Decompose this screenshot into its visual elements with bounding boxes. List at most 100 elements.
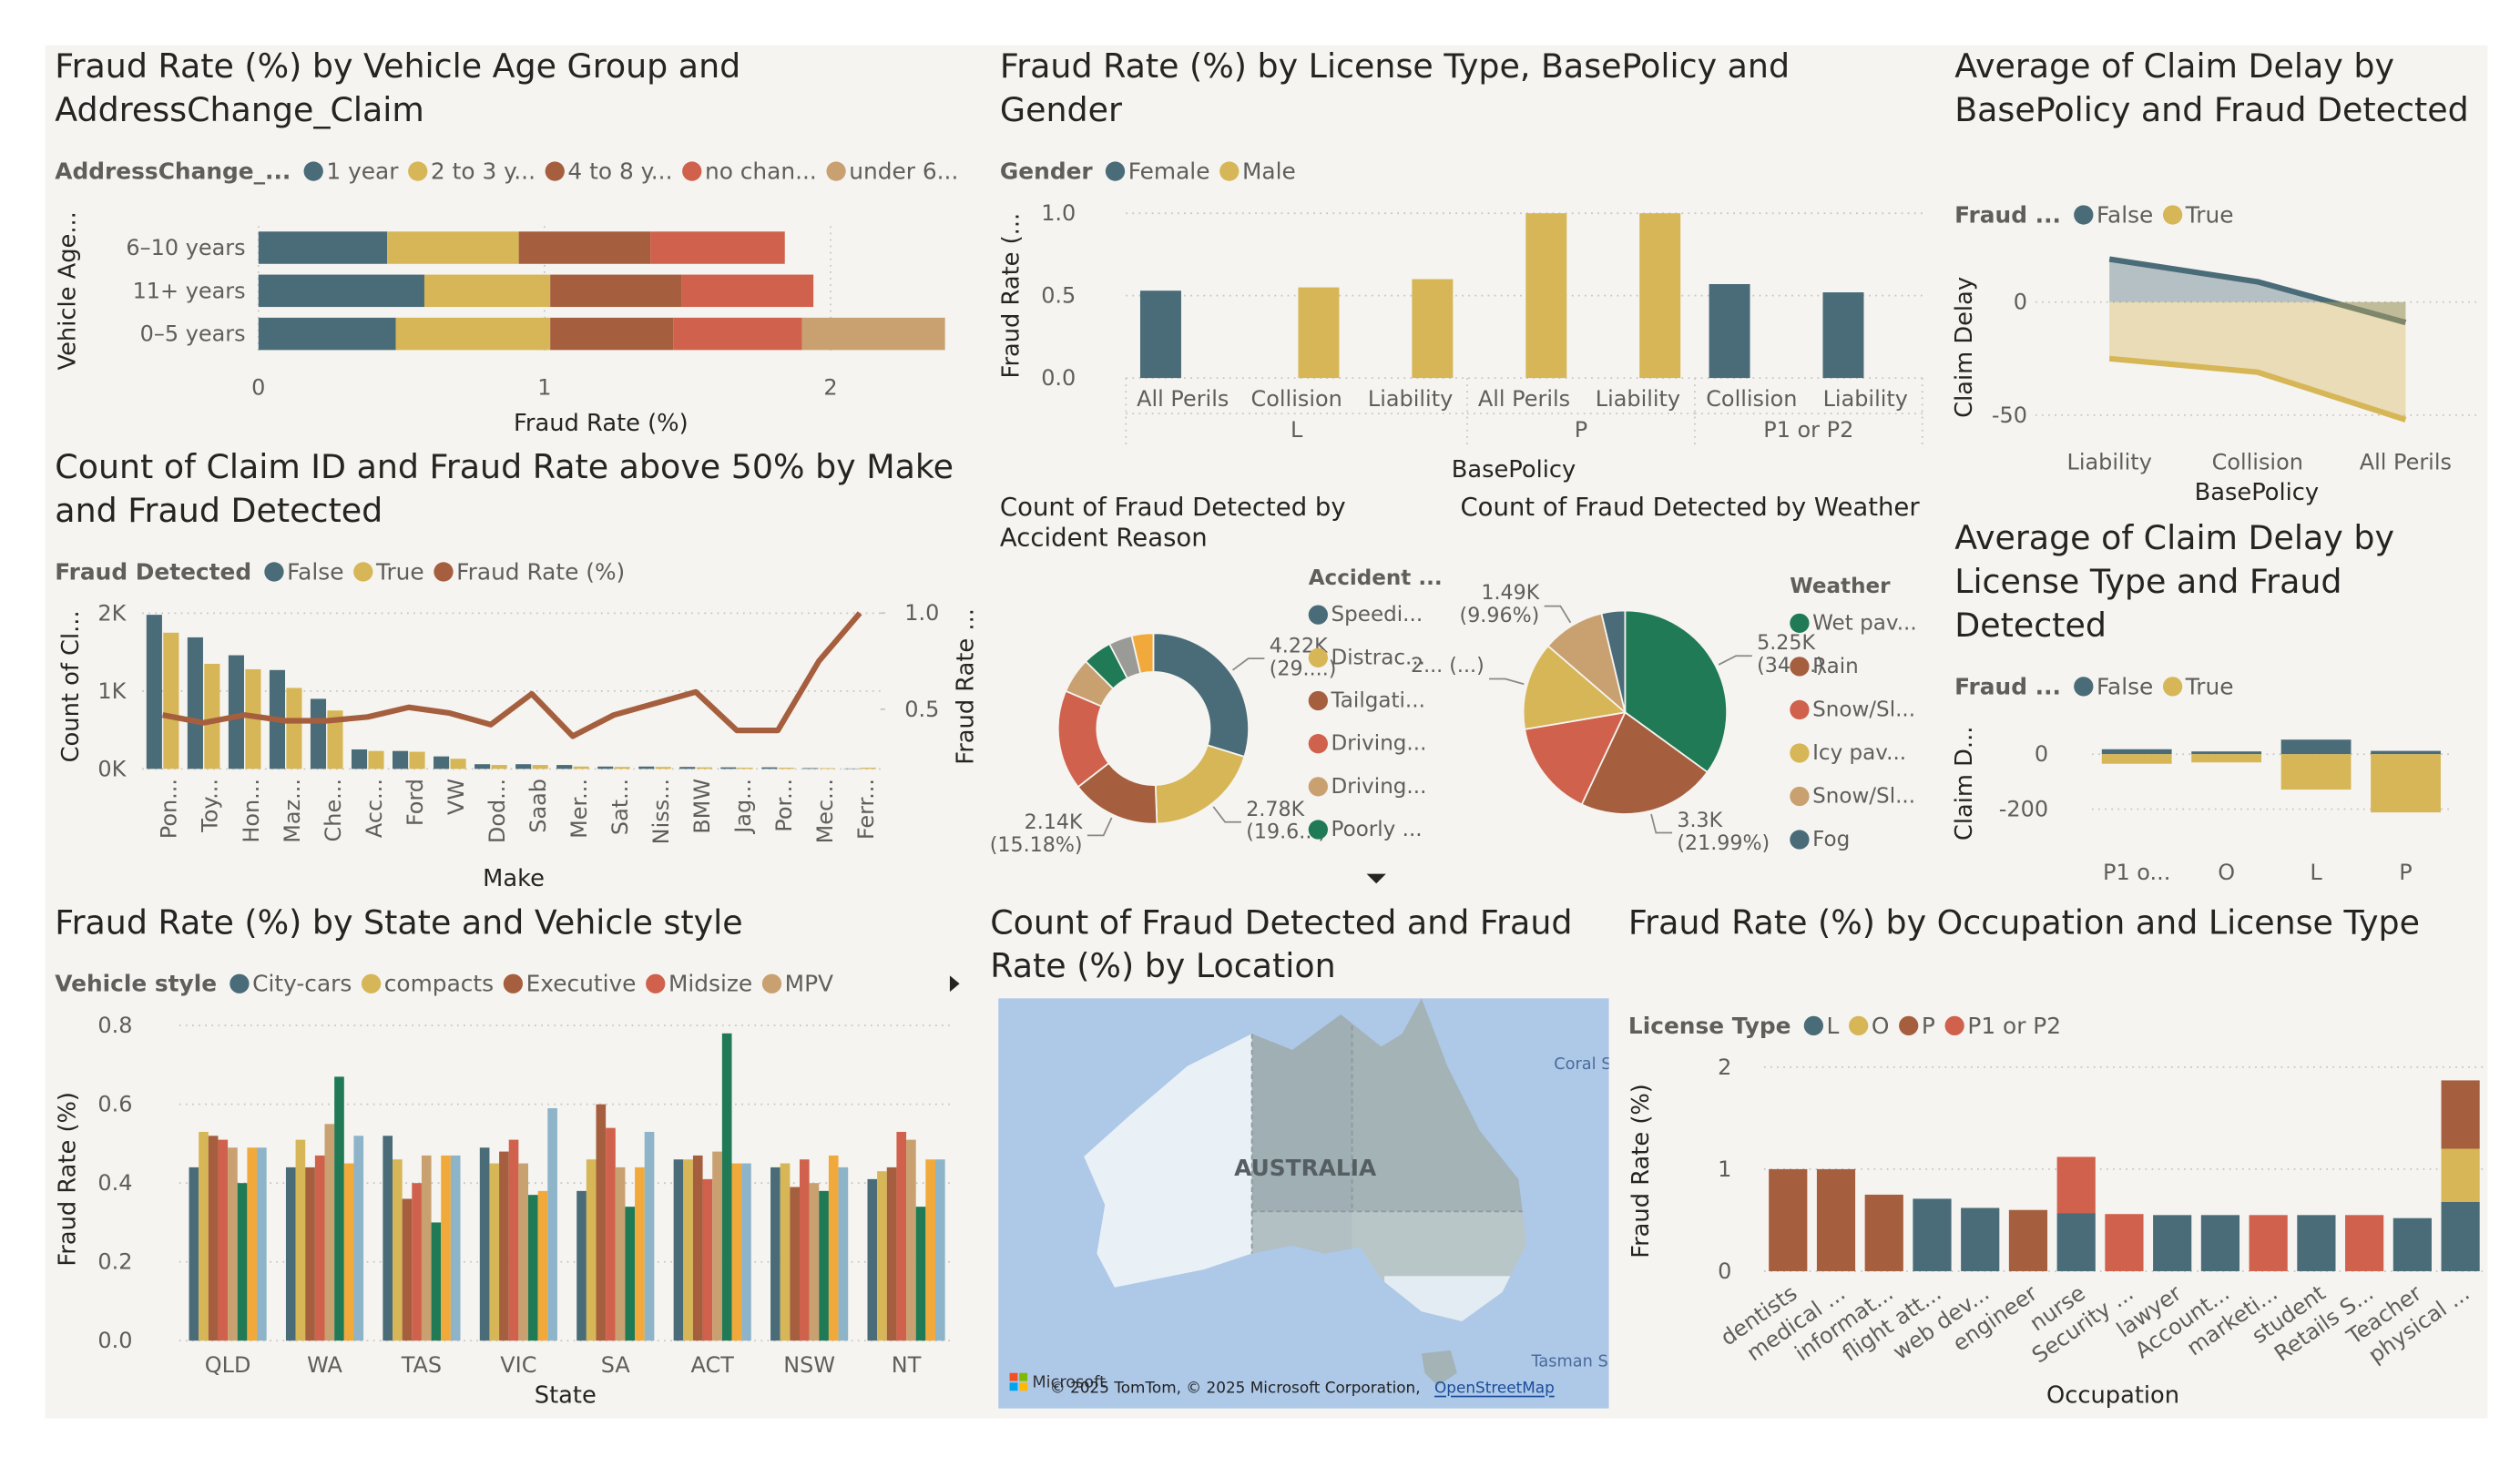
x-tick-label: Ferr... (853, 779, 879, 840)
bar (712, 1151, 722, 1341)
x-tick-label: Hon... (239, 779, 264, 843)
data-label-box: 5.25K (34....) (1757, 632, 1824, 677)
bar (692, 1155, 703, 1341)
legend-label: 4 to 8 y... (567, 158, 672, 185)
bar (286, 688, 302, 769)
bar (2191, 751, 2262, 755)
x-tick-label: Niss... (648, 779, 674, 844)
bar (934, 1159, 945, 1341)
bar (1769, 1168, 1808, 1271)
bar (204, 663, 220, 769)
bar (737, 768, 753, 769)
y-axis-label: Claim Delay (1951, 277, 1978, 418)
x-tick-label: BMW (689, 779, 715, 834)
x-tick-label: Maz... (280, 779, 305, 843)
x-tick-label: VIC (500, 1352, 536, 1378)
legend-marker (1308, 690, 1328, 711)
legend-marker (646, 973, 666, 993)
y-tick-label: 0.5 (1041, 283, 1076, 309)
bar (1412, 279, 1454, 379)
bar (423, 274, 551, 308)
legend-marker (682, 161, 702, 181)
bar (450, 1155, 461, 1341)
bar (324, 1124, 335, 1341)
bar (614, 767, 630, 769)
legend-scroll-down[interactable] (1366, 873, 1386, 884)
bar (395, 317, 551, 351)
y-axis-label: Fraud Rate (... (997, 213, 1025, 379)
bar (285, 1167, 296, 1341)
bar (1864, 1194, 1903, 1271)
chart-title: Count of Fraud Detected by Accident Reas… (999, 493, 1346, 553)
legend-title: Weather (1790, 575, 1891, 598)
bar (2056, 1213, 2096, 1271)
x-axis-label: Make (483, 865, 545, 892)
bar (681, 274, 814, 308)
legend-title: Fraud Detected (55, 558, 251, 585)
data-label-box: 2... (...) (1411, 655, 1484, 677)
bar (387, 231, 519, 264)
x-tick-label: O (2218, 860, 2235, 885)
bar (586, 1159, 597, 1341)
map-attribution-link[interactable]: OpenStreetMap (1434, 1379, 1555, 1397)
bar (720, 767, 737, 769)
bar (2008, 1209, 2048, 1271)
bar (515, 764, 532, 769)
bar (1709, 283, 1750, 379)
leader-line (1232, 657, 1265, 671)
legend-scroll-right[interactable] (949, 975, 960, 993)
bar (638, 766, 655, 769)
bar (2153, 1215, 2192, 1271)
bar (828, 1155, 839, 1341)
x-axis-label: Fraud Rate (%) (514, 410, 689, 437)
bar (421, 1155, 432, 1341)
line (2108, 355, 2407, 423)
x-tick-label: Sat... (607, 779, 633, 835)
y-axis-label: Count of Cl... (57, 610, 85, 762)
legend-label: Male (1242, 158, 1296, 185)
x-tick-label: SA (601, 1352, 631, 1378)
chart-title: Fraud Rate (%) by Vehicle Age Group and … (55, 46, 741, 129)
y-axis-label: Fraud Rate (%) (1627, 1084, 1655, 1258)
slice (1600, 609, 1627, 713)
x-tick-label: Liability (1823, 386, 1908, 412)
x-tick-label: L (2310, 860, 2322, 885)
slice (1522, 644, 1627, 730)
map-sea-label: Tasman S (1530, 1352, 1607, 1370)
y-tick-label: 0.8 (97, 1013, 132, 1038)
legend-label: Distrac... (1331, 646, 1425, 669)
bar (327, 710, 343, 769)
bar (532, 765, 548, 769)
map-attribution: © 2025 TomTom, © 2025 Microsoft Corporat… (1050, 1379, 1421, 1397)
bar (925, 1159, 935, 1341)
map-title-box: Count of Fraud Detected and Fraud Rate (… (990, 903, 1572, 985)
legend-marker (1308, 647, 1328, 667)
legend-marker (1105, 161, 1126, 181)
bar (550, 317, 674, 351)
bar (314, 1155, 325, 1341)
bar (2441, 1201, 2480, 1271)
y-tick-label: 11+ years (133, 278, 246, 303)
legend-marker (1790, 743, 1810, 763)
x-tick-label: Che... (321, 779, 346, 841)
legend-label: City-cars (252, 971, 352, 997)
bar (474, 764, 491, 769)
legend-title: Fraud ... (1954, 201, 2061, 228)
legend-label: compacts (384, 971, 494, 997)
leader-line (1087, 817, 1113, 837)
legend-label: Driving... (1331, 775, 1427, 799)
bar (2105, 1214, 2144, 1271)
x-tick-label: 0 (251, 375, 265, 401)
bar (228, 655, 244, 769)
bar (2191, 754, 2262, 763)
legend-label: Midsize (668, 971, 752, 997)
bar (819, 1190, 829, 1341)
legend-label: Icy pav... (1812, 741, 1906, 765)
bar (802, 768, 819, 769)
legend-marker (826, 161, 846, 181)
map-visual[interactable]: Count of Fraud Detected and Fraud Rate (… (990, 902, 1611, 1409)
bar (189, 1167, 199, 1341)
y-tick-label: 2K (97, 600, 127, 626)
bar (1525, 213, 1567, 379)
